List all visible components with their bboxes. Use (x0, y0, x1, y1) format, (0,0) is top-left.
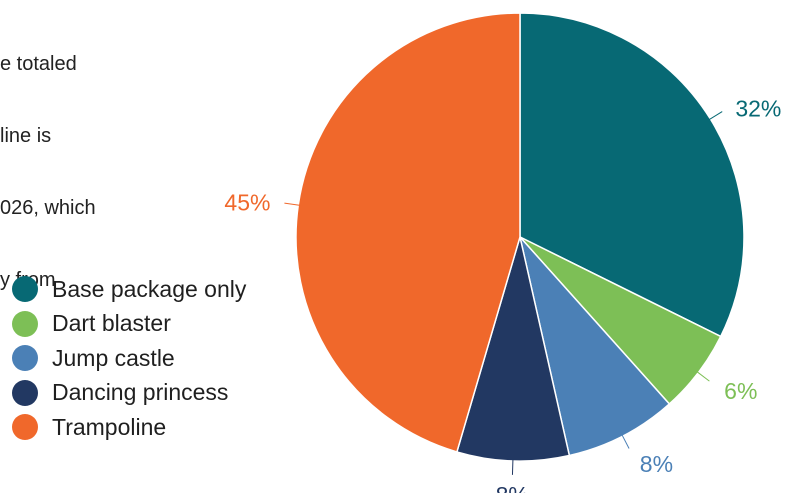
legend-label: Dancing princess (52, 379, 229, 406)
data-label-trampoline: 45% (224, 189, 270, 215)
legend-item-base-package-only: Base package only (12, 272, 246, 307)
chart-legend: Base package only Dart blaster Jump castle… (12, 272, 246, 445)
data-label-dancing-princess: 8% (496, 482, 529, 493)
data-label-base-package-only: 32% (735, 95, 781, 121)
legend-swatch (12, 276, 38, 303)
legend-swatch (12, 345, 38, 372)
label-leader-jump-castle (621, 434, 630, 449)
intro-line: e totaled (0, 53, 77, 75)
label-leader-base-package-only (708, 111, 723, 121)
legend-item-dart-blaster: Dart blaster (12, 307, 246, 342)
legend-label: Jump castle (52, 344, 175, 371)
data-label-jump-castle: 8% (640, 451, 673, 477)
legend-swatch (12, 414, 38, 441)
data-label-dart-blaster: 6% (724, 378, 757, 404)
intro-line: line is (0, 125, 52, 147)
legend-item-trampoline: Trampoline (12, 410, 246, 445)
legend-swatch (12, 379, 38, 406)
intro-line: 026, which (0, 197, 96, 219)
label-leader-trampoline (284, 202, 301, 206)
legend-item-dancing-princess: Dancing princess (12, 376, 246, 411)
legend-swatch (12, 310, 38, 337)
label-leader-dancing-princess (511, 458, 514, 475)
label-leader-dart-blaster (696, 371, 710, 382)
legend-label: Trampoline (52, 413, 167, 440)
legend-label: Dart blaster (52, 310, 171, 337)
legend-item-jump-castle: Jump castle (12, 341, 246, 376)
legend-label: Base package only (52, 275, 247, 302)
